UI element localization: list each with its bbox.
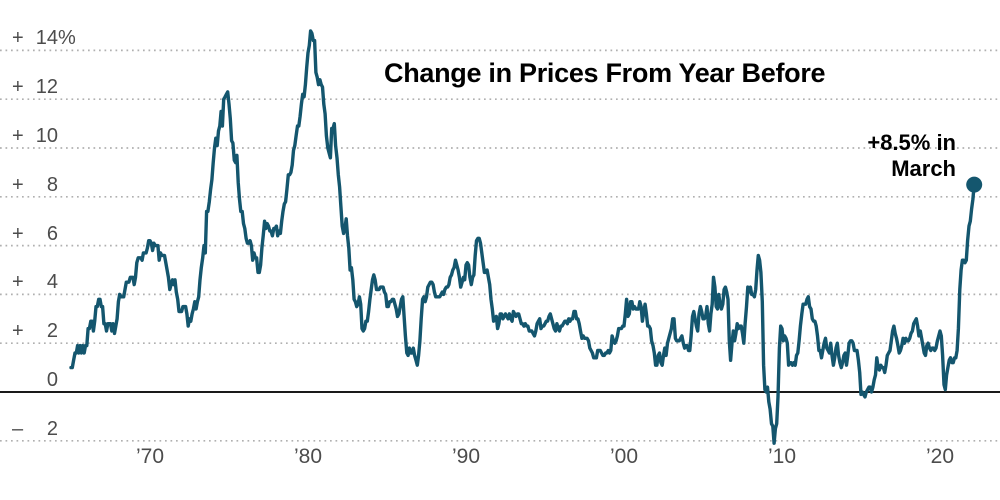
chart-title: Change in Prices From Year Before: [384, 58, 826, 88]
end-point-annotation: +8.5% in March: [867, 130, 956, 182]
y-axis-label: –2: [12, 417, 58, 440]
x-axis-label: ’10: [767, 445, 797, 468]
y-axis-label: +4: [12, 271, 58, 294]
y-axis-label: +8: [12, 173, 58, 196]
y-axis-label: +6: [12, 222, 58, 245]
x-axis-label: ’00: [609, 445, 639, 468]
x-axis-label: ’80: [293, 445, 323, 468]
gridlines: [0, 49, 1000, 442]
y-axis-label: +12: [12, 76, 58, 99]
y-axis-label: 0: [46, 369, 58, 391]
annotation-line-2: March: [891, 156, 956, 181]
y-axis-label: +2: [12, 320, 58, 343]
y-axis-label: +14%: [12, 27, 76, 50]
cpi-line: [69, 29, 976, 445]
x-axis-label: ’20: [925, 445, 955, 468]
x-axis-label: ’90: [451, 445, 481, 468]
series-end-dot: [966, 176, 983, 193]
annotation-line-1: +8.5% in: [867, 130, 956, 155]
y-axis-label: +10: [12, 125, 58, 147]
x-axis-label: ’70: [135, 445, 165, 468]
